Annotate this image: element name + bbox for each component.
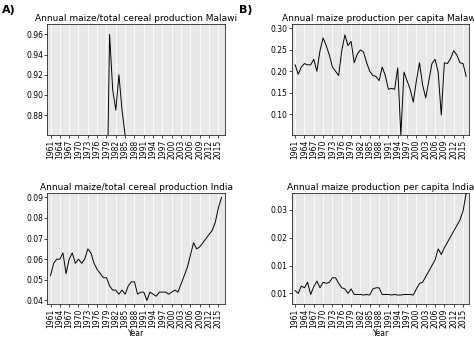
Text: A): A) [2,5,16,15]
Title: Annual maize production per capita India: Annual maize production per capita India [287,183,474,192]
X-axis label: Year: Year [373,329,389,338]
Title: Annual maize/total cereal production Malawi: Annual maize/total cereal production Mal… [35,15,237,24]
X-axis label: Year: Year [128,329,144,338]
Text: B): B) [239,5,253,15]
Title: Annual maize/total cereal production India: Annual maize/total cereal production Ind… [39,183,233,192]
Title: Annual maize production per capita Malawi: Annual maize production per capita Malaw… [283,15,474,24]
